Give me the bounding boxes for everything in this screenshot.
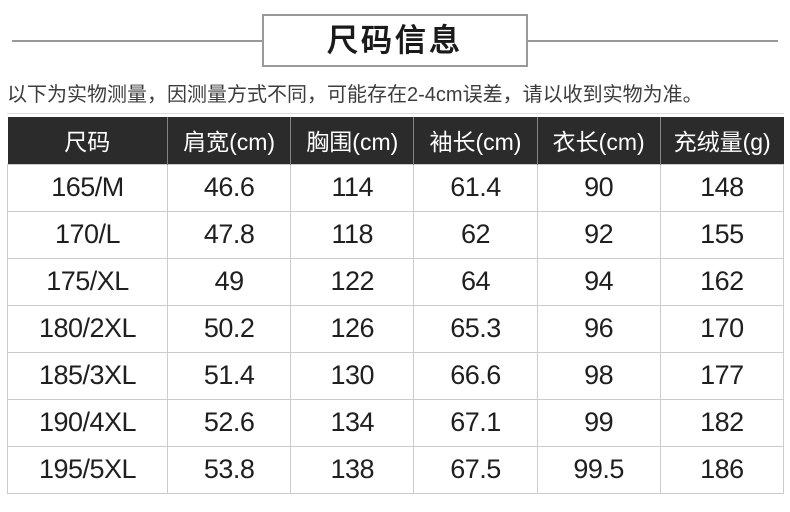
table-row: 190/4XL 52.6 134 67.1 99 182 (7, 398, 785, 447)
cell-size: 175/XL (7, 257, 168, 306)
cell-sleeve-length: 67.1 (413, 398, 538, 447)
cell-shoulder-width: 53.8 (166, 445, 292, 494)
table-header-row: 尺码 肩宽(cm) 胸围(cm) 袖长(cm) 衣长(cm) 充绒量(g) (7, 117, 784, 164)
cell-garment-length: 94 (536, 257, 661, 306)
cell-down-fill: 155 (659, 210, 785, 259)
header-size: 尺码 (7, 117, 168, 164)
table-row: 195/5XL 53.8 138 67.5 99.5 186 (7, 445, 785, 494)
header-garment-length: 衣长(cm) (536, 117, 661, 164)
cell-chest: 134 (290, 398, 415, 447)
cell-garment-length: 92 (536, 210, 661, 259)
cell-sleeve-length: 62 (413, 210, 538, 259)
cell-size: 180/2XL (7, 304, 168, 353)
cell-down-fill: 177 (659, 351, 785, 400)
cell-size: 190/4XL (7, 398, 168, 447)
cell-chest: 126 (290, 304, 415, 353)
cell-down-fill: 162 (659, 257, 785, 306)
cell-sleeve-length: 61.4 (413, 163, 538, 212)
cell-shoulder-width: 49 (166, 257, 292, 306)
cell-garment-length: 96 (536, 304, 661, 353)
cell-garment-length: 99.5 (536, 445, 661, 494)
title-section: 尺码信息 (0, 0, 790, 78)
cell-shoulder-width: 52.6 (166, 398, 292, 447)
cell-chest: 138 (290, 445, 415, 494)
cell-down-fill: 186 (659, 445, 785, 494)
cell-shoulder-width: 50.2 (166, 304, 292, 353)
cell-chest: 114 (290, 163, 415, 212)
table-row: 170/L 47.8 118 62 92 155 (7, 210, 785, 259)
table-row: 185/3XL 51.4 130 66.6 98 177 (7, 351, 785, 400)
size-table: 尺码 肩宽(cm) 胸围(cm) 袖长(cm) 衣长(cm) 充绒量(g) 16… (7, 117, 785, 494)
cell-garment-length: 98 (536, 351, 661, 400)
page-title: 尺码信息 (327, 23, 463, 58)
header-shoulder-width: 肩宽(cm) (166, 117, 291, 164)
title-box: 尺码信息 (262, 14, 528, 67)
cell-garment-length: 99 (536, 398, 661, 447)
cell-size: 195/5XL (7, 445, 168, 494)
cell-down-fill: 170 (659, 304, 785, 353)
cell-shoulder-width: 46.6 (166, 163, 292, 212)
measurement-disclaimer-note: 以下为实物测量，因测量方式不同，可能存在2-4cm误差，请以收到实物为准。 (7, 84, 703, 106)
cell-size: 185/3XL (7, 351, 168, 400)
cell-size: 170/L (7, 210, 168, 259)
cell-sleeve-length: 65.3 (413, 304, 538, 353)
table-row: 165/M 46.6 114 61.4 90 148 (7, 163, 785, 212)
cell-shoulder-width: 47.8 (166, 210, 292, 259)
cell-down-fill: 182 (659, 398, 785, 447)
cell-shoulder-width: 51.4 (166, 351, 292, 400)
cell-sleeve-length: 66.6 (413, 351, 538, 400)
cell-chest: 130 (290, 351, 415, 400)
cell-chest: 122 (290, 257, 415, 306)
table-row: 175/XL 49 122 64 94 162 (7, 257, 785, 306)
header-chest: 胸围(cm) (290, 117, 414, 164)
cell-sleeve-length: 64 (413, 257, 538, 306)
cell-sleeve-length: 67.5 (413, 445, 538, 494)
header-down-fill: 充绒量(g) (659, 117, 784, 164)
cell-garment-length: 90 (536, 163, 661, 212)
header-sleeve-length: 袖长(cm) (413, 117, 538, 164)
size-table-wrap: 尺码 肩宽(cm) 胸围(cm) 袖长(cm) 衣长(cm) 充绒量(g) 16… (7, 113, 785, 494)
cell-down-fill: 148 (659, 163, 785, 212)
cell-size: 165/M (7, 163, 168, 212)
table-row: 180/2XL 50.2 126 65.3 96 170 (7, 304, 785, 353)
cell-chest: 118 (290, 210, 415, 259)
